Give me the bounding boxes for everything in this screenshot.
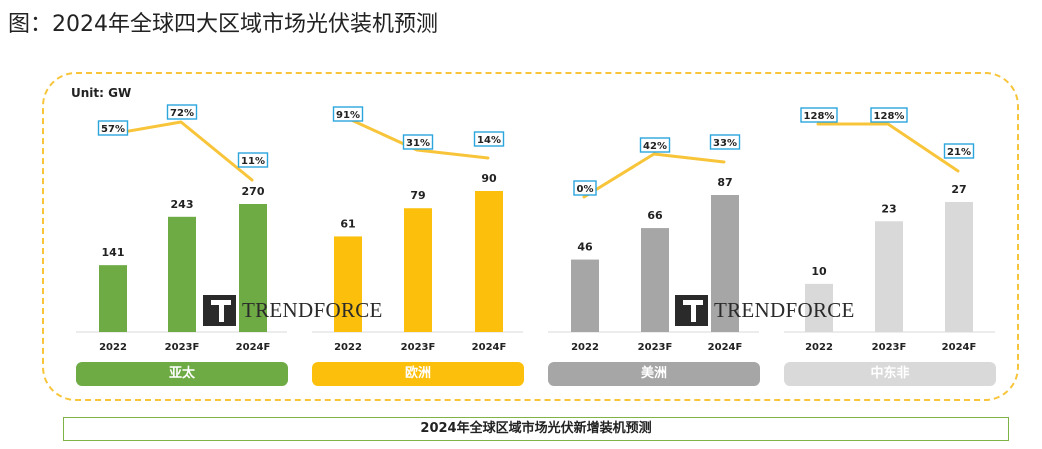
growth-rate-label: 31% bbox=[406, 138, 430, 149]
bar bbox=[711, 195, 739, 332]
x-tick-label: 2024F bbox=[942, 342, 977, 353]
growth-rate-badge bbox=[332, 106, 364, 122]
region-label: 欧洲 bbox=[312, 362, 524, 386]
bar-value-label: 243 bbox=[171, 198, 194, 211]
bar-value-label: 79 bbox=[410, 189, 425, 202]
growth-rate-label: 14% bbox=[477, 135, 501, 146]
growth-rate-badge bbox=[166, 104, 198, 120]
region-label: 亚太 bbox=[76, 362, 288, 386]
growth-rate-label: 21% bbox=[947, 147, 971, 158]
bar-value-label: 66 bbox=[647, 209, 663, 222]
growth-rate-label: 11% bbox=[241, 156, 265, 167]
bar bbox=[945, 202, 973, 332]
growth-rate-line bbox=[582, 152, 726, 199]
bar bbox=[334, 236, 362, 332]
trendforce-logo-icon bbox=[203, 295, 236, 326]
growth-rate-label: 57% bbox=[101, 124, 125, 135]
x-tick-label: 2022 bbox=[99, 342, 127, 353]
bar-value-label: 46 bbox=[577, 241, 593, 254]
bar-value-label: 270 bbox=[242, 185, 265, 198]
bar-value-label: 90 bbox=[481, 172, 497, 185]
footer-title: 2024年全球区域市场光伏新增装机预测 bbox=[63, 417, 1009, 441]
growth-rate-badge bbox=[800, 107, 838, 123]
growth-rate-label: 42% bbox=[643, 141, 667, 152]
bar bbox=[571, 259, 599, 332]
growth-rate-badge bbox=[237, 152, 269, 168]
trendforce-logo: TRENDFORCE bbox=[675, 295, 855, 326]
bar-value-label: 10 bbox=[811, 265, 827, 278]
trendforce-logo-text: TRENDFORCE bbox=[714, 298, 855, 322]
bar bbox=[404, 208, 432, 332]
chart-panel bbox=[42, 72, 1019, 401]
bar bbox=[805, 283, 833, 332]
x-tick-label: 2024F bbox=[236, 342, 271, 353]
trendforce-logo: TRENDFORCE bbox=[203, 295, 383, 326]
bar bbox=[239, 204, 267, 332]
trendforce-logo-text: TRENDFORCE bbox=[242, 298, 383, 322]
growth-rate-badge bbox=[402, 134, 434, 150]
growth-rate-badge bbox=[97, 120, 129, 136]
growth-rate-badge bbox=[473, 131, 505, 147]
growth-rate-label: 0% bbox=[577, 184, 594, 195]
growth-rate-badge bbox=[870, 107, 908, 123]
x-tick-label: 2023F bbox=[401, 342, 436, 353]
growth-rate-badge bbox=[709, 134, 741, 150]
bar-value-label: 23 bbox=[881, 202, 896, 215]
growth-rate-label: 91% bbox=[336, 110, 360, 121]
growth-rate-line bbox=[110, 120, 254, 182]
bar-value-label: 141 bbox=[102, 246, 125, 259]
growth-rate-line bbox=[345, 116, 490, 160]
growth-rate-label: 128% bbox=[804, 111, 835, 122]
x-tick-label: 2022 bbox=[334, 342, 362, 353]
bar bbox=[168, 216, 196, 332]
page-title: 图：2024年全球四大区域市场光伏装机预测 bbox=[8, 12, 438, 37]
growth-rate-label: 72% bbox=[170, 108, 194, 119]
x-tick-label: 2023F bbox=[638, 342, 673, 353]
region-label: 中东非 bbox=[784, 362, 996, 386]
x-tick-label: 2023F bbox=[165, 342, 200, 353]
x-tick-label: 2024F bbox=[708, 342, 743, 353]
growth-rate-badge bbox=[639, 137, 671, 153]
x-tick-label: 2023F bbox=[872, 342, 907, 353]
growth-rate-line bbox=[816, 122, 960, 173]
bar bbox=[99, 265, 127, 332]
unit-label: Unit: GW bbox=[71, 86, 131, 100]
bar-value-label: 27 bbox=[951, 183, 966, 196]
x-tick-label: 2022 bbox=[805, 342, 833, 353]
growth-rate-badge bbox=[573, 180, 597, 196]
growth-rate-badge bbox=[943, 143, 975, 159]
region-label: 美洲 bbox=[548, 362, 760, 386]
bar bbox=[475, 191, 503, 332]
x-tick-label: 2024F bbox=[472, 342, 507, 353]
bar-value-label: 61 bbox=[340, 217, 355, 230]
growth-rate-label: 33% bbox=[713, 138, 737, 149]
bar-value-label: 87 bbox=[717, 176, 732, 189]
bar bbox=[875, 221, 903, 332]
growth-rate-label: 128% bbox=[874, 111, 905, 122]
trendforce-logo-icon bbox=[675, 295, 708, 326]
x-tick-label: 2022 bbox=[571, 342, 599, 353]
bar bbox=[641, 228, 669, 332]
